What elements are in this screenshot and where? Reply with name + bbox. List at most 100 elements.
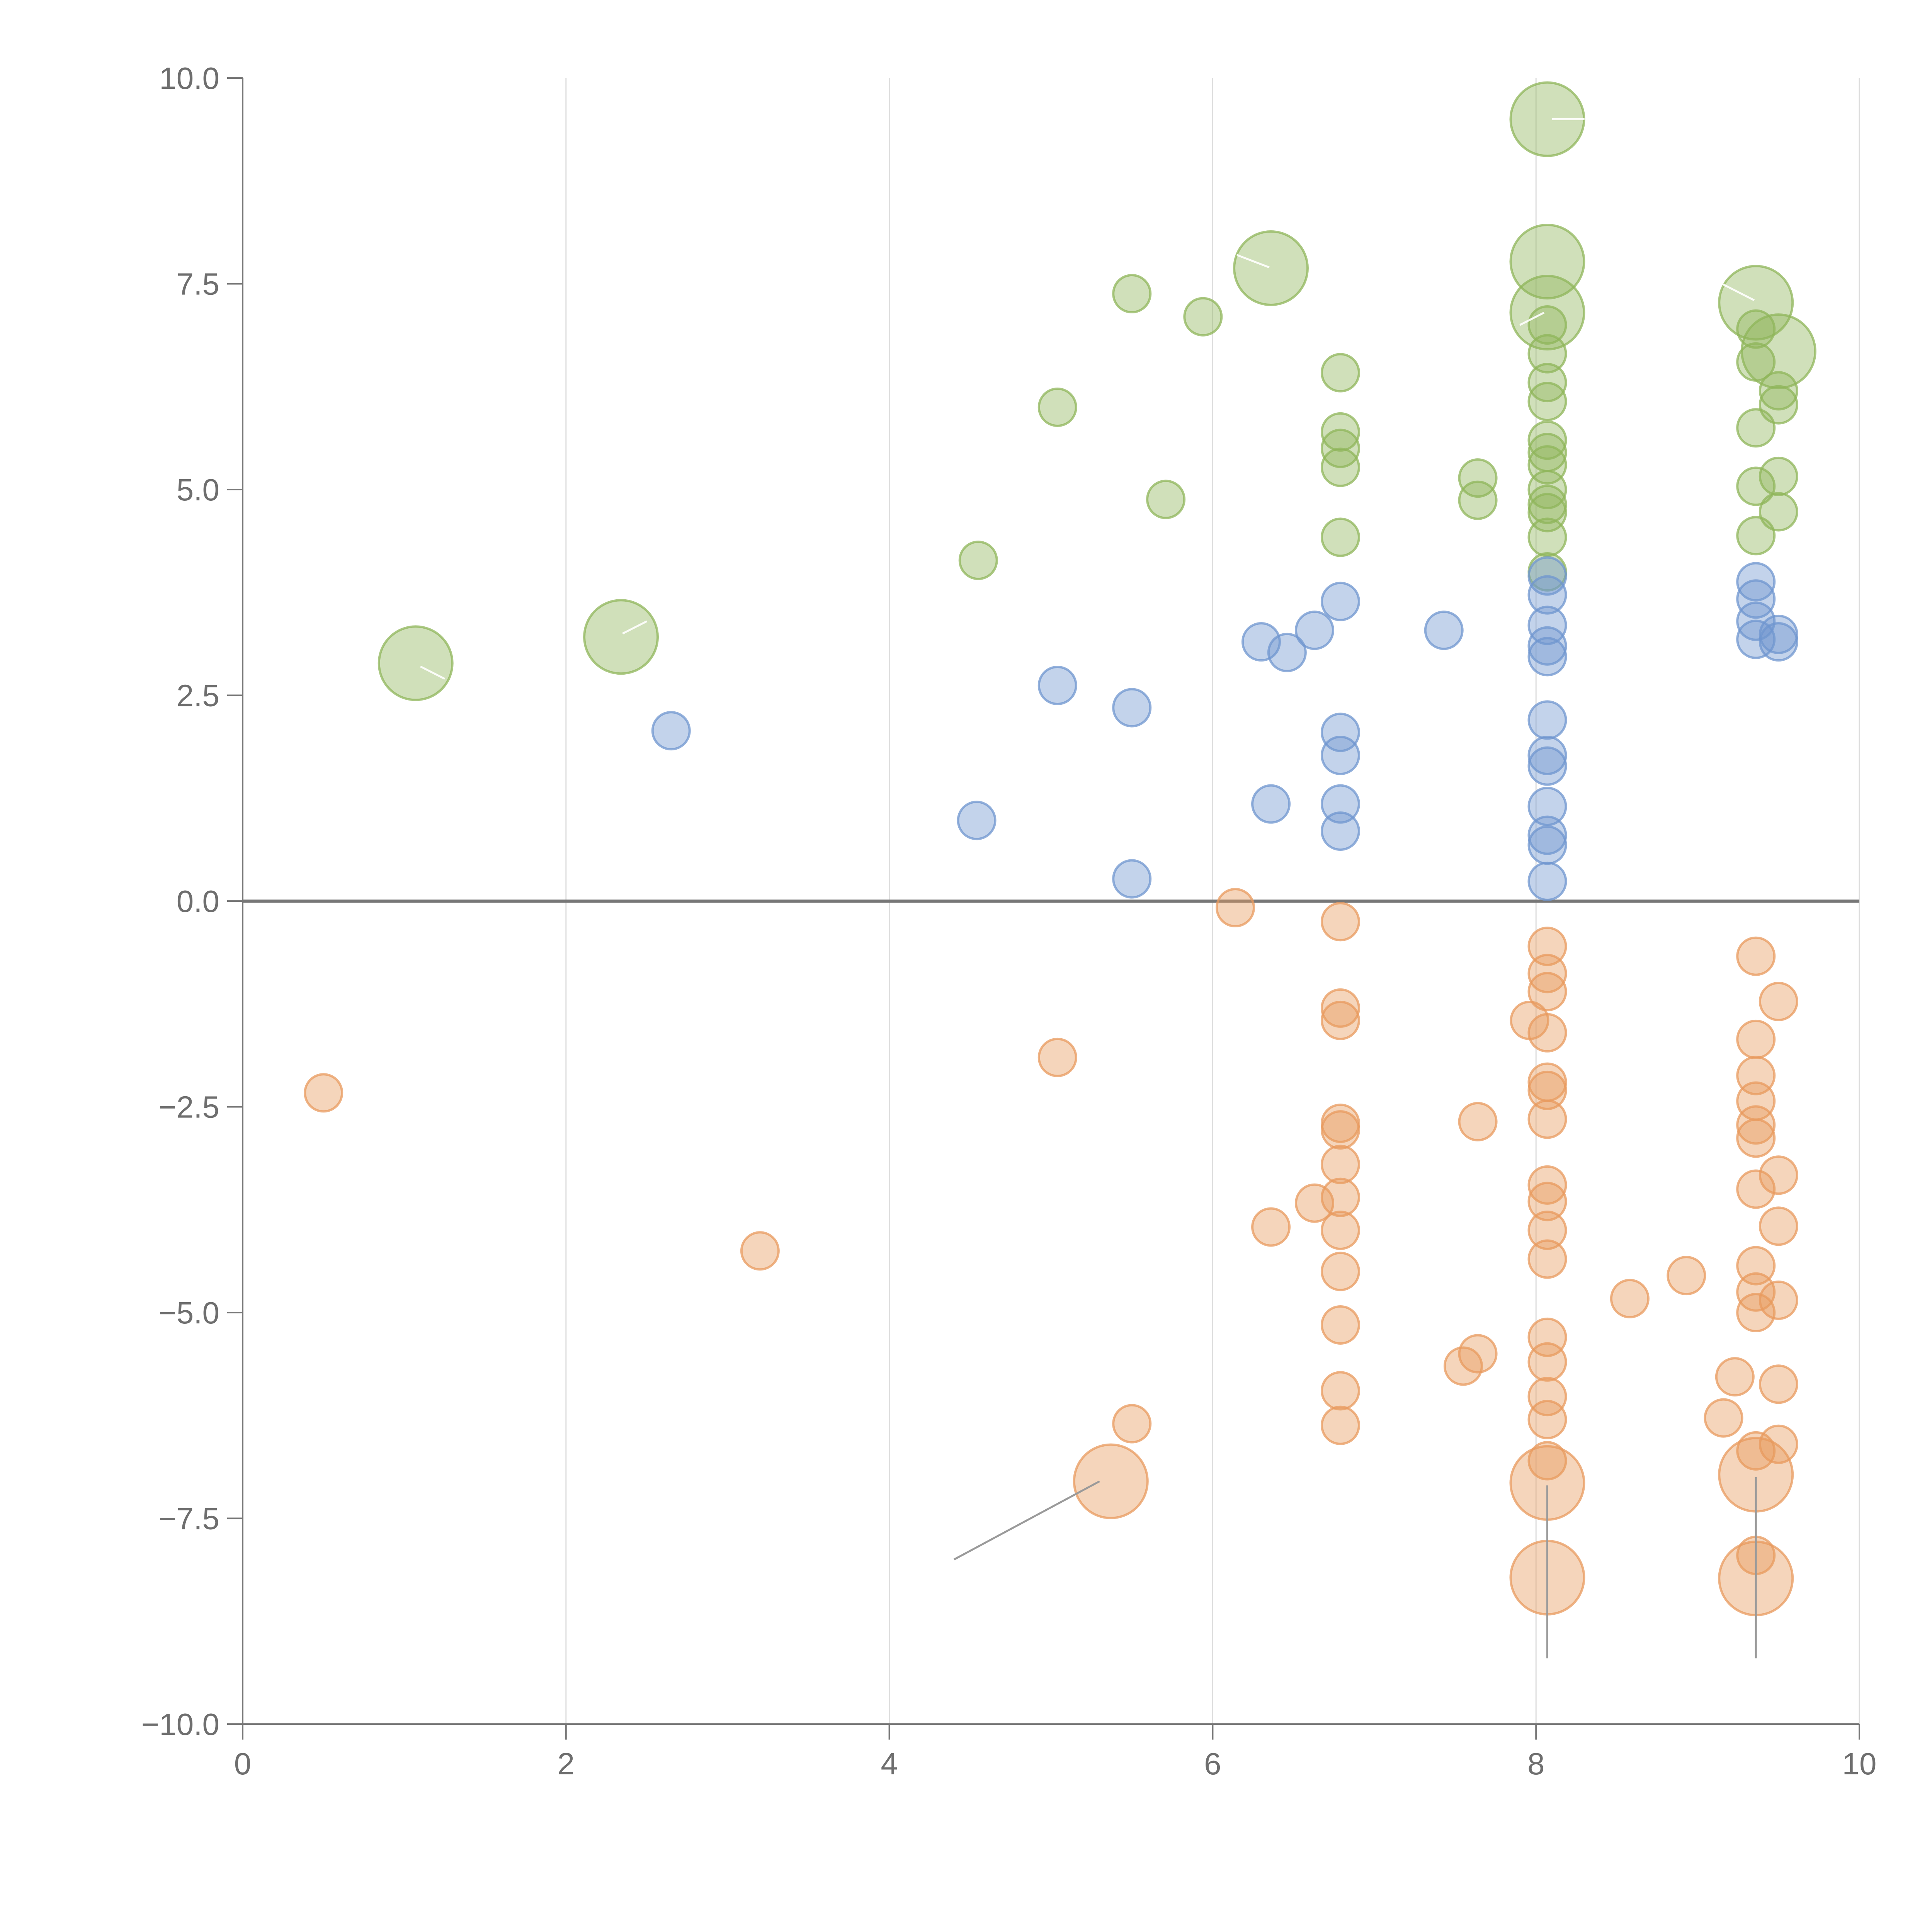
data-point-green [1527,470,1567,509]
data-point-blue [1527,861,1567,901]
data-point-green [1458,458,1498,498]
axes [227,77,1860,1740]
data-points [304,81,1816,1616]
data-point-green [1183,297,1223,337]
data-point-orange [1294,1183,1334,1223]
data-point-orange [1320,1305,1360,1345]
data-point-orange [1527,1400,1567,1439]
data-point-green [1740,313,1816,389]
y-tick-label: −10.0 [141,1707,219,1742]
data-point-orange [1610,1279,1650,1318]
data-point-orange [1320,1177,1360,1217]
data-point-green [1458,480,1498,520]
y-tick-label: 10.0 [159,61,219,95]
x-tick-label: 10 [1842,1747,1877,1781]
x-tick-label: 4 [881,1747,898,1781]
data-point-orange [1704,1398,1743,1438]
data-point-green [1718,265,1794,341]
y-tick-label: −2.5 [158,1090,219,1124]
y-tick-label: −5.0 [158,1296,219,1330]
data-point-orange [1320,1110,1360,1150]
data-point-blue [1112,688,1152,728]
data-point-green [1759,371,1798,411]
bubble-marker-line [622,620,648,634]
annotation-leader-line [953,1480,1100,1561]
x-tick-label: 6 [1204,1747,1221,1781]
data-point-blue [1736,562,1776,602]
data-point-orange [1320,988,1360,1028]
data-point-green [1527,382,1567,422]
data-point-orange [1527,1441,1567,1481]
data-point-orange [1527,1377,1567,1417]
data-point-orange [1320,1000,1360,1040]
data-point-orange [1759,1155,1798,1195]
data-point-orange [1458,1334,1498,1374]
data-point-blue [1241,622,1281,662]
data-point-blue [1527,700,1567,740]
data-point-orange [1527,1342,1567,1382]
data-point-orange [1320,1405,1360,1445]
data-point-blue [1527,735,1567,775]
data-point-green [1233,230,1309,306]
data-point-orange [1736,1118,1776,1158]
data-point-blue [1736,579,1776,619]
data-point-blue [1320,735,1360,775]
data-point-green [1736,309,1776,349]
x-tick-label: 8 [1527,1747,1545,1781]
y-tick-label: −7.5 [158,1502,219,1536]
data-point-orange [304,1073,344,1113]
data-point-orange [1527,1182,1567,1221]
bubble-marker-line [1236,254,1270,269]
data-point-orange [1736,1293,1776,1332]
data-point-orange [1736,1019,1776,1059]
data-point-orange [1527,1211,1567,1250]
data-point-green [1146,480,1186,519]
data-point-green [1037,388,1077,427]
data-point-blue [1759,622,1798,662]
data-point-orange [1736,1105,1776,1145]
data-point-orange [1759,1281,1798,1320]
data-point-green [1736,466,1776,506]
data-point-orange [1073,1443,1149,1519]
data-point-orange [1759,1424,1798,1464]
data-point-blue [1112,859,1152,899]
y-tick-label: 7.5 [177,267,219,301]
annotation-lines [420,118,1757,1658]
data-point-blue [1320,811,1360,851]
data-point-orange [1527,1013,1567,1053]
data-point-green [1320,412,1360,452]
data-point-orange [1715,1357,1755,1397]
data-point-orange [1736,1169,1776,1209]
data-point-blue [1527,787,1567,827]
data-point-blue [1527,637,1567,677]
data-point-green [1736,516,1776,556]
data-point-orange [1527,972,1567,1012]
data-point-orange [1112,1404,1152,1444]
data-point-blue [1267,633,1307,672]
data-point-orange [1759,981,1798,1021]
data-point-orange [1736,936,1776,976]
data-point-orange [1251,1207,1291,1247]
data-point-blue [1527,605,1567,645]
data-point-green [1527,517,1567,557]
data-point-orange [1527,1239,1567,1279]
data-point-blue [1251,784,1291,824]
y-tick-label: 2.5 [177,679,219,713]
data-point-green [1759,385,1798,425]
bubble-marker-line [1721,283,1755,301]
data-point-blue [651,711,691,751]
data-point-orange [1320,1371,1360,1411]
data-point-blue [1037,665,1077,705]
data-point-green [1759,456,1798,496]
y-tick-label: 0.0 [177,884,219,918]
data-point-orange [1037,1037,1077,1077]
data-point-orange [1527,1099,1567,1139]
data-point-orange [1667,1256,1706,1296]
data-point-blue [1527,825,1567,865]
data-point-green [378,625,454,701]
data-point-orange [1527,1070,1567,1110]
data-point-orange [1736,1431,1776,1471]
data-point-green [583,599,659,675]
data-point-orange [1458,1102,1498,1141]
data-point-orange [1320,1252,1360,1291]
